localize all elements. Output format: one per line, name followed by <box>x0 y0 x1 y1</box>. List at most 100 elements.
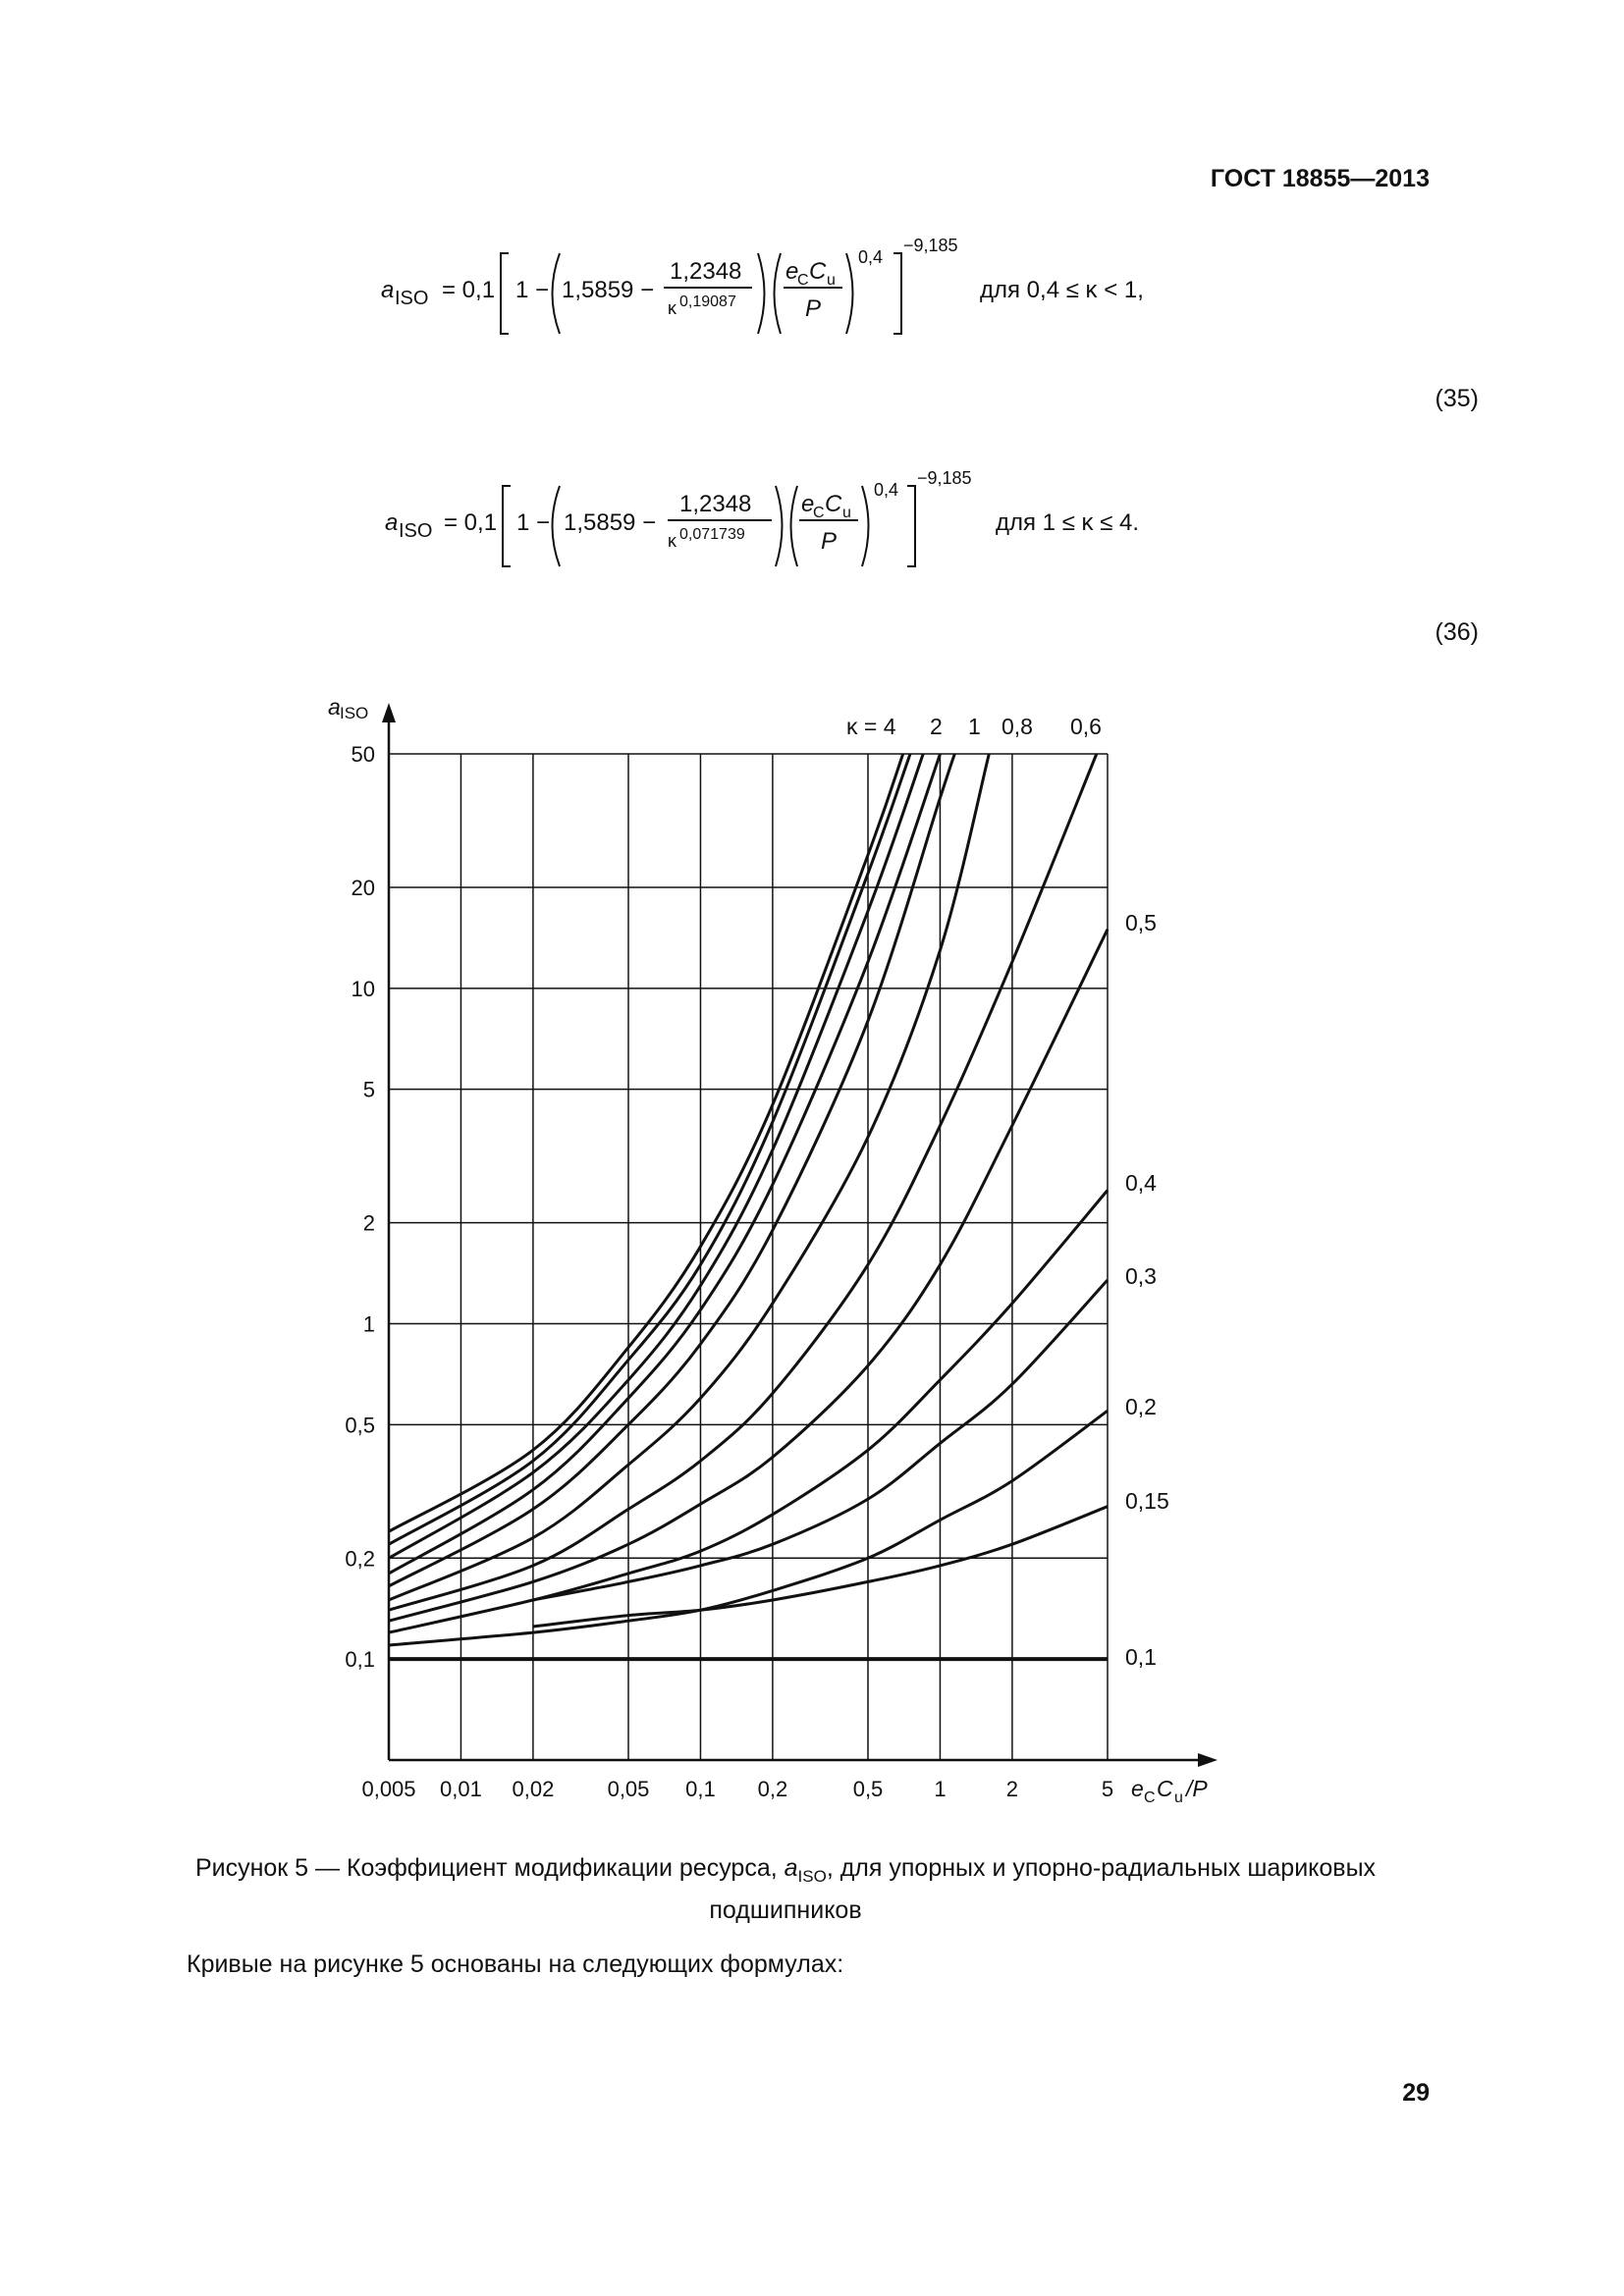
y-tick-label: 20 <box>352 876 375 900</box>
x-axis-label-c: C <box>1144 1789 1156 1806</box>
kappa-top-label-1: 1 <box>968 714 981 739</box>
f35-inner-exp: 0,4 <box>858 247 883 267</box>
x-tick-label: 0,05 <box>608 1777 650 1801</box>
x-tick-label: 0,2 <box>758 1777 788 1801</box>
body-paragraph: Кривые на рисунке 5 основаны на следующи… <box>187 1950 844 1978</box>
f35-ratio-den: P <box>805 295 821 322</box>
figure-caption: Рисунок 5 — Коэффициент модификации ресу… <box>108 1851 1463 1927</box>
kappa-curve-1.5 <box>388 753 942 1575</box>
chart: 0,005 0,01 0,02 0,05 0,1 0,2 0,5 1 2 50,10,20,512… <box>328 694 1218 1806</box>
f35-den-exp: 0,19087 <box>679 294 736 310</box>
f36-one: 1 − <box>516 509 550 536</box>
kappa-label-prefix: κ = 4 <box>846 714 896 739</box>
x-axis-label-u: u <box>1174 1789 1183 1806</box>
f36-outer-exp: −9,185 <box>917 468 972 488</box>
caption-sub: ISO <box>797 1867 827 1886</box>
formula-36: a ISO = 0,1 1 − 1,5859 − 1,2348 κ 0,0717… <box>385 468 1139 567</box>
f35-lhs-a: a <box>381 277 394 303</box>
chart-ticks: 0,005 0,01 0,02 0,05 0,1 0,2 0,5 1 2 5 0,1 0,2 0,5 1 2… <box>345 742 1113 1801</box>
kappa-right-label-0.15: 0,15 <box>1125 1488 1169 1514</box>
chart-curves <box>388 753 1110 1662</box>
f36-ratio-cu: C <box>825 491 842 517</box>
caption-prefix: Рисунок 5 — Коэффициент модификации ресу… <box>194 1854 785 1882</box>
kappa-right-label-0.4: 0,4 <box>1125 1170 1157 1196</box>
x-axis-label-cu: C <box>1157 1776 1173 1801</box>
x-tick-label: 2 <box>1006 1777 1018 1801</box>
x-tick-label: 0,02 <box>512 1777 554 1801</box>
y-axis-label-sub: ISO <box>340 704 368 722</box>
f36-ratio-den: P <box>821 528 837 555</box>
document-id: ГОСТ 18855—2013 <box>1210 165 1430 192</box>
f36-eq: = 0,1 <box>444 509 497 536</box>
x-tick-label: 0,1 <box>685 1777 716 1801</box>
y-tick-label: 1 <box>363 1311 375 1336</box>
f36-lhs-a: a <box>385 509 398 536</box>
f36-ratio-u: u <box>842 505 851 521</box>
y-tick-label: 2 <box>363 1211 375 1236</box>
f36-condition: для 1 ≤ κ ≤ 4. <box>996 509 1139 536</box>
f36-den-exp: 0,071739 <box>679 526 745 543</box>
f36-num: 1,2348 <box>679 491 751 517</box>
x-tick-label: 1 <box>934 1777 946 1801</box>
f36-ratio-c: C <box>813 505 825 521</box>
kappa-curve-0.2 <box>388 1409 1109 1647</box>
y-tick-label: 5 <box>363 1078 375 1102</box>
f35-one: 1 − <box>515 277 549 303</box>
kappa-curve-0.5 <box>388 929 1110 1623</box>
kappa-curve-3 <box>388 753 912 1546</box>
y-tick-label: 50 <box>352 742 375 767</box>
f35-const: 1,5859 − <box>562 277 654 303</box>
f35-condition: для 0,4 ≤ κ < 1, <box>980 277 1144 303</box>
kappa-right-label-0.2: 0,2 <box>1125 1394 1157 1419</box>
kappa-curve-0.15 <box>532 1505 1109 1629</box>
f35-ratio-c: C <box>797 272 809 289</box>
kappa-right-label-0.5: 0,5 <box>1125 910 1157 935</box>
f35-lhs-sub: ISO <box>395 288 428 309</box>
f35-ratio-e: e <box>785 258 798 285</box>
caption-line2: подшипников <box>709 1896 862 1924</box>
f36-inner-exp: 0,4 <box>874 480 898 500</box>
x-tick-label: 0,01 <box>440 1777 482 1801</box>
kappa-right-label-0.3: 0,3 <box>1125 1263 1157 1289</box>
kappa-curve-0.6 <box>388 753 1099 1612</box>
f35-den-base: κ <box>668 298 677 318</box>
x-axis-arrow <box>1198 1753 1218 1767</box>
kappa-top-label-0.8: 0,8 <box>1001 714 1033 739</box>
x-axis-label-p: /P <box>1184 1776 1208 1801</box>
kappa-right-label-0.1: 0,1 <box>1125 1644 1157 1670</box>
kappa-curve-0.4 <box>388 1189 1110 1634</box>
f35-outer-exp: −9,185 <box>903 236 958 255</box>
f35-eq: = 0,1 <box>442 277 495 303</box>
x-tick-label: 0,005 <box>361 1777 415 1801</box>
y-tick-label: 0,2 <box>345 1546 375 1571</box>
f35-num: 1,2348 <box>670 258 741 285</box>
y-tick-label: 10 <box>352 977 375 1001</box>
kappa-top-label-0.6: 0,6 <box>1070 714 1102 739</box>
caption-suffix: , для упорных и упорно-радиальных шарико… <box>826 1854 1377 1882</box>
y-tick-label: 0,5 <box>345 1413 375 1437</box>
caption-a: a <box>784 1854 798 1882</box>
formula-35: a ISO = 0,1 1 − 1,5859 − 1,2348 κ 0,1908… <box>381 236 1144 335</box>
kappa-top-label-2: 2 <box>930 714 943 739</box>
equation-number-36: (36) <box>1435 618 1479 646</box>
f35-ratio-u: u <box>827 272 836 289</box>
formulas: a ISO = 0,1 1 − 1,5859 − 1,2348 κ 0,1908… <box>381 236 1144 567</box>
x-tick-label: 0,5 <box>853 1777 884 1801</box>
kappa-curve-4 <box>388 753 905 1533</box>
page-number: 29 <box>1402 2079 1430 2107</box>
x-axis-label-e: e <box>1131 1776 1144 1801</box>
x-tick-label: 5 <box>1102 1777 1113 1801</box>
equation-number-35: (35) <box>1435 385 1479 412</box>
f36-const: 1,5859 − <box>564 509 656 536</box>
kappa-curve-0.8 <box>388 753 991 1602</box>
y-axis-arrow <box>382 703 396 722</box>
y-tick-label: 0,1 <box>345 1647 375 1672</box>
f36-lhs-sub: ISO <box>399 520 432 542</box>
f35-ratio-cu: C <box>809 258 827 285</box>
kappa-curve-2 <box>388 753 925 1560</box>
kappa-curve-0.3 <box>532 1278 1110 1602</box>
y-axis-label-a: a <box>328 694 341 720</box>
f36-den-base: κ <box>668 531 677 551</box>
f36-ratio-e: e <box>801 491 814 517</box>
kappa-curve-1 <box>388 753 956 1588</box>
